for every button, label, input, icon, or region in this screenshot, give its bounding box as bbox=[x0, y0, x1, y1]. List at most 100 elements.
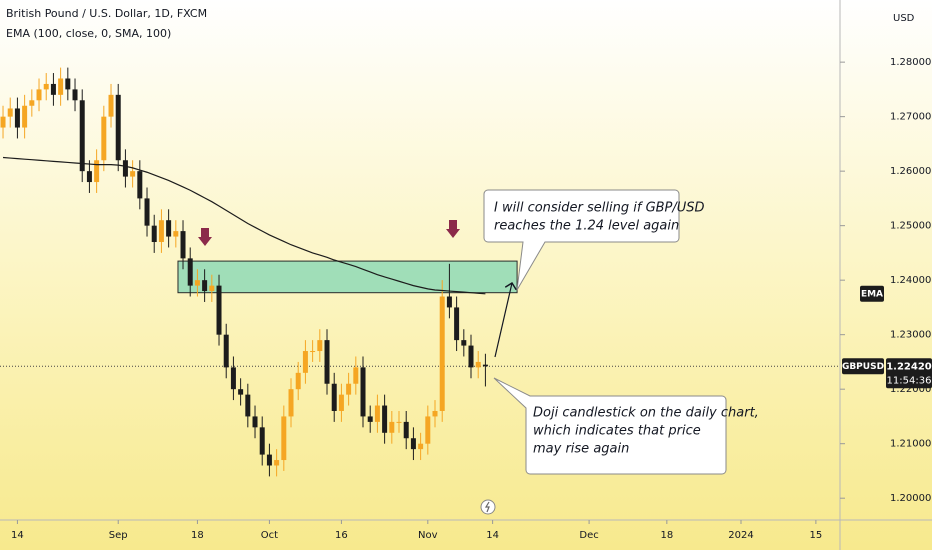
symbol-tag-label: GBPUSD bbox=[842, 362, 884, 372]
candle-body bbox=[454, 307, 460, 341]
annotation-text: reaches the 1.24 level again bbox=[494, 219, 679, 234]
plot bbox=[0, 61, 845, 524]
candle-body bbox=[418, 443, 424, 450]
candle-body bbox=[29, 100, 35, 106]
candle-body bbox=[65, 78, 71, 90]
candle-body bbox=[432, 410, 438, 417]
annotation-text: Doji candlestick on the daily chart, bbox=[533, 406, 759, 421]
annotation-text: may rise again bbox=[533, 442, 629, 457]
candle-body bbox=[7, 108, 13, 117]
candle-body bbox=[331, 383, 337, 411]
overlay: British Pound / U.S. Dollar, 1D, FXCM EM… bbox=[6, 7, 915, 515]
x-tick-label: Dec bbox=[579, 530, 598, 541]
x-tick-label: 14 bbox=[11, 530, 24, 541]
candle-body bbox=[324, 340, 330, 384]
x-tick-label: 18 bbox=[191, 530, 204, 541]
zone bbox=[177, 260, 518, 294]
candle-body bbox=[43, 83, 49, 90]
candle-body bbox=[216, 285, 222, 335]
candle-body bbox=[367, 416, 373, 422]
candle-body bbox=[274, 460, 280, 466]
candle-body bbox=[86, 171, 92, 183]
y-tick-label: 1.23000 bbox=[890, 330, 931, 341]
x-tick-label: Sep bbox=[109, 530, 128, 541]
candle-body bbox=[0, 116, 6, 128]
candle-body bbox=[360, 367, 366, 417]
candle-body bbox=[317, 340, 323, 352]
candle-body bbox=[180, 231, 186, 259]
candle-body bbox=[266, 454, 272, 466]
y-tick-label: 1.26000 bbox=[890, 166, 931, 177]
candle-body bbox=[14, 108, 20, 128]
y-tick-label: 1.27000 bbox=[890, 112, 931, 123]
annotation-text: I will consider selling if GBP/USD bbox=[494, 201, 705, 216]
candle-body bbox=[22, 105, 28, 128]
price-tag-label: 1.22420 bbox=[886, 361, 932, 372]
down-arrow bbox=[446, 220, 460, 238]
candle-body bbox=[151, 225, 157, 243]
x-tick-label: 16 bbox=[335, 530, 348, 541]
ema-tag-label: EMA bbox=[861, 289, 883, 299]
callout bbox=[493, 377, 727, 475]
x-tick-label: Nov bbox=[418, 530, 438, 541]
candle-body bbox=[223, 334, 229, 368]
callout bbox=[483, 189, 680, 291]
candle-body bbox=[209, 285, 215, 292]
candle-body bbox=[410, 438, 416, 450]
candle-body bbox=[101, 116, 107, 161]
candle-body bbox=[482, 364, 488, 367]
candle-body bbox=[50, 83, 56, 95]
candle-body bbox=[137, 171, 143, 199]
candle-body bbox=[338, 394, 344, 411]
candle-body bbox=[166, 220, 172, 237]
y-tick-label: 1.21000 bbox=[890, 439, 931, 450]
candle-body bbox=[461, 340, 467, 346]
ema-tag bbox=[860, 285, 884, 302]
currency: USD bbox=[893, 13, 915, 24]
y-tick-label: 1.20000 bbox=[890, 493, 931, 504]
candle-body bbox=[122, 160, 128, 177]
candle-body bbox=[396, 421, 402, 423]
candle-body bbox=[252, 416, 258, 428]
candle-body bbox=[230, 367, 236, 390]
candle-body bbox=[288, 389, 294, 417]
x-tick-label: 18 bbox=[660, 530, 673, 541]
candle-body bbox=[439, 296, 445, 411]
candle-body bbox=[58, 78, 64, 95]
x-tick-label: 2024 bbox=[728, 530, 753, 541]
symbol-tag bbox=[842, 358, 884, 375]
candle-body bbox=[382, 405, 388, 433]
candle-body bbox=[144, 198, 150, 226]
candle-body bbox=[36, 89, 42, 101]
price-tag bbox=[886, 358, 932, 389]
candle-body bbox=[238, 389, 244, 395]
down-arrow bbox=[198, 228, 212, 246]
candle-body bbox=[468, 345, 474, 368]
candle-body bbox=[158, 220, 164, 243]
candle-body bbox=[346, 383, 352, 395]
candle-body bbox=[202, 280, 208, 292]
y-tick-label: 1.28000 bbox=[890, 57, 931, 68]
candle-body bbox=[446, 296, 452, 308]
candle-body bbox=[194, 280, 200, 286]
candle-body bbox=[281, 416, 287, 461]
x-tick-label: Oct bbox=[261, 530, 278, 541]
candle-body bbox=[302, 351, 308, 373]
annotation-text: which indicates that price bbox=[533, 424, 701, 439]
y-tick-label: 1.24000 bbox=[890, 275, 931, 286]
candle-body bbox=[115, 94, 121, 161]
candle-body bbox=[130, 171, 136, 177]
candle-body bbox=[403, 421, 409, 439]
candle-body bbox=[187, 258, 193, 286]
candle-body bbox=[374, 405, 380, 422]
candle-body bbox=[173, 231, 179, 237]
candle-body bbox=[310, 351, 316, 353]
candle-body bbox=[108, 94, 114, 117]
x-tick-label: 14 bbox=[486, 530, 499, 541]
candle-body bbox=[425, 416, 431, 444]
countdown: 11:54:36 bbox=[887, 375, 932, 386]
candle-body bbox=[259, 427, 265, 455]
candle-body bbox=[94, 160, 100, 183]
candle-body bbox=[389, 421, 395, 433]
